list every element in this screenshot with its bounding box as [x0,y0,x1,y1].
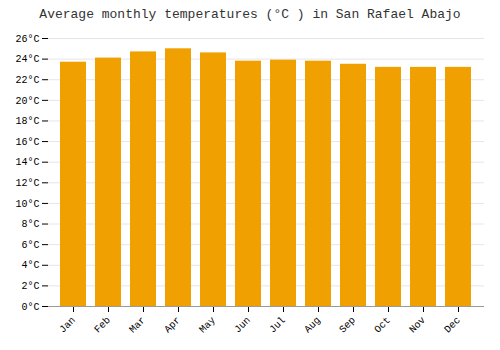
svg-text:24°C: 24°C [15,54,39,65]
svg-text:18°C: 18°C [15,116,39,127]
svg-text:Jul: Jul [267,315,288,336]
svg-text:Aug: Aug [302,315,323,336]
svg-text:16°C: 16°C [15,137,39,148]
svg-text:20°C: 20°C [15,96,39,107]
svg-text:2°C: 2°C [21,281,39,292]
svg-text:4°C: 4°C [21,260,39,271]
svg-text:May: May [197,315,218,336]
svg-text:0°C: 0°C [21,302,39,313]
svg-text:Mar: Mar [127,315,148,336]
svg-text:Jun: Jun [232,315,253,336]
svg-text:8°C: 8°C [21,219,39,230]
svg-text:Dec: Dec [442,315,463,336]
svg-text:6°C: 6°C [21,240,39,251]
html-text:Average monthly temperatures (: Average monthly temperatures (°C ) in Sa… [39,7,461,22]
svg-text:26°C: 26°C [15,34,39,45]
svg-text:Jan: Jan [57,315,78,336]
svg-text:10°C: 10°C [15,199,39,210]
svg-text:Nov: Nov [407,315,428,336]
svg-text:Oct: Oct [372,315,393,336]
svg-text:12°C: 12°C [15,178,39,189]
svg-text:Feb: Feb [92,315,113,336]
svg-text:22°C: 22°C [15,75,39,86]
svg-text:Sep: Sep [337,315,358,336]
svg-text:14°C: 14°C [15,157,39,168]
svg-text:Apr: Apr [162,315,183,336]
